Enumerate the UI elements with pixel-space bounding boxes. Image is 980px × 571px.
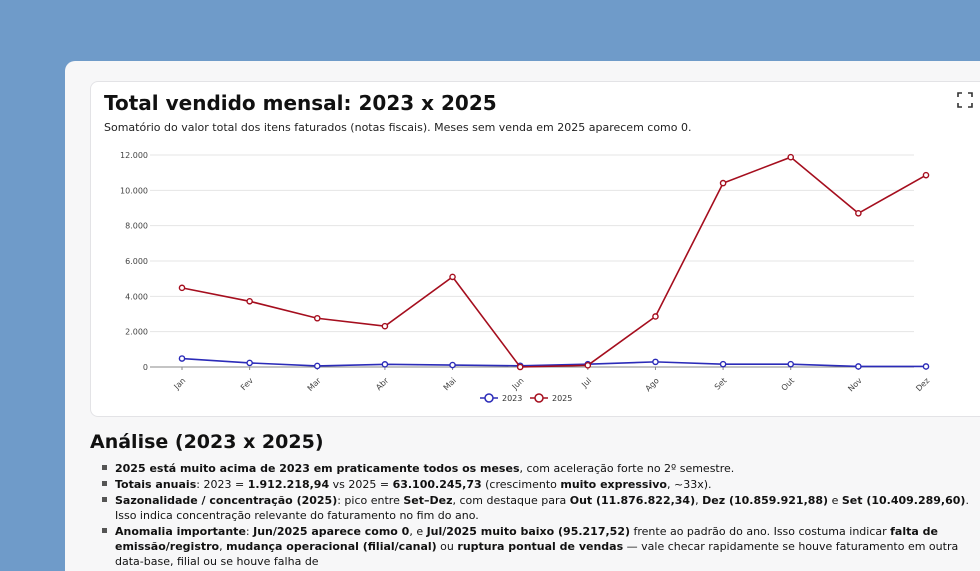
analysis-bold-text: 2025 está muito acima de 2023 em pratica… <box>115 462 520 475</box>
x-tick-label: Ago <box>644 376 661 393</box>
data-point-2025 <box>178 284 186 292</box>
analysis-bold-text: Totais anuais <box>115 478 197 491</box>
x-tick-label: Jul <box>579 376 593 390</box>
analysis-bold-text: Set–Dez <box>403 494 453 507</box>
analysis-text: ou <box>436 540 458 553</box>
expand-icon <box>957 92 973 108</box>
series-line-2025 <box>181 156 927 368</box>
analysis-bold-text: Jun/2025 aparece como 0 <box>253 525 410 538</box>
analysis-bold-text: Dez (10.859.921,88) <box>702 494 829 507</box>
analysis-bold-text: muito expressivo <box>560 478 667 491</box>
analysis-bold-text: Set (10.409.289,60) <box>841 494 966 507</box>
y-tick-label: 0 <box>143 363 148 372</box>
analysis-item: Sazonalidade / concentração (2025): pico… <box>100 493 975 523</box>
analysis-bold-text: 63.100.245,73 <box>392 478 482 491</box>
x-tick-label: Abr <box>374 376 391 393</box>
data-point-2023 <box>855 363 862 370</box>
data-point-2023 <box>246 359 253 367</box>
analysis-text: frente ao padrão do ano. Isso costuma in… <box>630 525 891 538</box>
legend-swatch-marker <box>534 393 544 403</box>
x-tick-label: Mai <box>442 376 458 392</box>
legend-swatch-marker <box>484 393 494 403</box>
data-point-2025 <box>449 273 456 281</box>
analysis-item: Totais anuais: 2023 = 1.912.218,94 vs 20… <box>100 477 975 492</box>
analysis-bold-text: Sazonalidade / concentração (2025) <box>115 494 338 507</box>
analysis-text: vs 2025 = <box>329 478 393 491</box>
analysis-text: , ~33x). <box>666 478 712 491</box>
data-point-2025 <box>922 171 930 179</box>
analysis-bold-text: mudança operacional (filial/canal) <box>226 540 437 553</box>
analysis-text: . Isso indica concentração relevante do … <box>115 494 969 522</box>
data-point-2025 <box>584 362 592 369</box>
data-point-2023 <box>178 355 186 362</box>
x-tick-label: Mar <box>306 376 324 394</box>
data-point-2023 <box>381 361 389 368</box>
data-point-2023 <box>652 358 659 366</box>
y-tick-label: 4.000 <box>125 292 148 301</box>
analysis-text: : <box>245 525 254 538</box>
analysis-text: , com aceleração forte no 2º semestre. <box>519 462 735 475</box>
analysis-bold-text: Out (11.876.822,34) <box>569 494 696 507</box>
line-chart: 0 2.000 4.000 6.000 8.000 10.000 12.000 Jan Fev M… <box>120 151 931 403</box>
analysis-item: 2025 está muito acima de 2023 em pratica… <box>100 461 975 476</box>
analysis-text: : 2023 = <box>196 478 248 491</box>
analysis-title: Análise (2023 x 2025) <box>90 431 324 453</box>
analysis-text: (crescimento <box>481 478 561 491</box>
analysis-bold-text: Jul/2025 muito baixo (95.217,52) <box>426 525 630 538</box>
analysis-text: , <box>695 494 703 507</box>
chart-subtitle: Somatório do valor total dos itens fatur… <box>104 121 692 134</box>
data-point-2025 <box>719 179 727 187</box>
legend-label: 2023 <box>502 394 522 403</box>
analysis-text: e <box>828 494 842 507</box>
x-tick-label: Nov <box>846 376 864 394</box>
data-point-2023 <box>922 363 930 370</box>
analysis-bold-text: Anomalia importante <box>115 525 246 538</box>
y-tick-label: 12.000 <box>120 151 148 160</box>
y-tick-label: 2.000 <box>125 328 148 337</box>
y-tick-label: 10.000 <box>120 186 148 195</box>
analysis-item: Anomalia importante: Jun/2025 aparece co… <box>100 524 975 569</box>
chart-card <box>90 81 980 417</box>
data-point-2025 <box>381 322 389 330</box>
x-tick-label: Jan <box>172 376 188 392</box>
chart-title: Total vendido mensal: 2023 x 2025 <box>104 91 497 115</box>
analysis-text: : pico entre <box>337 494 404 507</box>
x-tick-label: Dez <box>914 376 931 393</box>
y-tick-label: 6.000 <box>125 257 148 266</box>
data-point-2023 <box>449 361 456 369</box>
analysis-bold-text: ruptura pontual de vendas <box>457 540 624 553</box>
series-line-2023 <box>181 357 926 368</box>
data-point-2025 <box>516 363 524 371</box>
analysis-text: , e <box>409 525 427 538</box>
data-point-2025 <box>313 314 321 322</box>
x-tick-label: Out <box>780 376 797 393</box>
expand-button[interactable] <box>956 91 974 109</box>
data-point-2025 <box>787 153 795 161</box>
analysis-bold-text: falta de emissão/registro <box>115 525 938 553</box>
y-tick-label: 8.000 <box>125 222 148 231</box>
data-point-2023 <box>719 360 727 368</box>
x-tick-label: Fev <box>239 376 255 392</box>
legend-label: 2025 <box>552 394 572 403</box>
data-point-2025 <box>246 297 253 305</box>
data-point-2023 <box>313 362 321 370</box>
data-point-2025 <box>855 210 862 217</box>
analysis-bold-text: 1.912.218,94 <box>247 478 330 491</box>
x-tick-label: Jun <box>510 376 526 392</box>
analysis-text: , <box>219 540 227 553</box>
data-point-2025 <box>652 313 659 320</box>
data-point-2023 <box>787 360 795 368</box>
analysis-list: 2025 está muito acima de 2023 em pratica… <box>100 461 975 570</box>
analysis-text: , com destaque para <box>452 494 570 507</box>
x-tick-label: Set <box>713 376 729 392</box>
